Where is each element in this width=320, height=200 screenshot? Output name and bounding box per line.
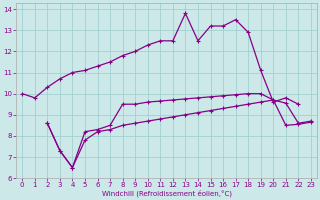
X-axis label: Windchill (Refroidissement éolien,°C): Windchill (Refroidissement éolien,°C) xyxy=(101,190,232,197)
